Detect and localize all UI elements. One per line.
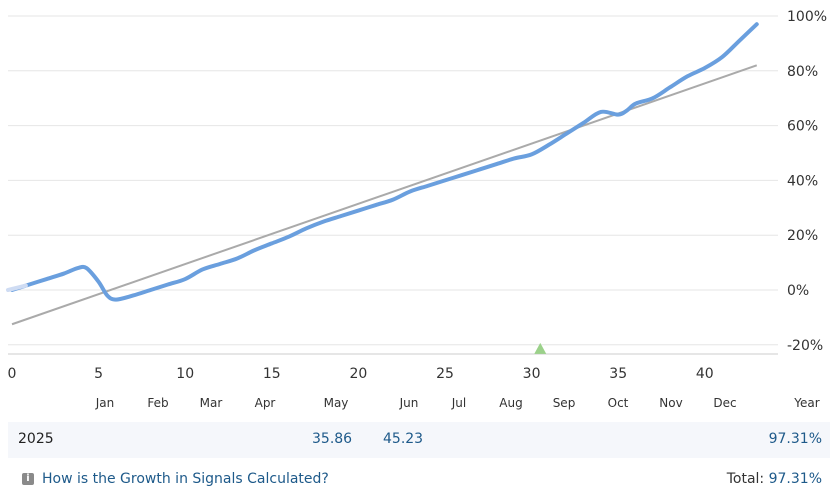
event-marker: [534, 342, 547, 354]
footer: i How is the Growth in Signals Calculate…: [8, 468, 830, 494]
month-label: Year: [793, 396, 819, 410]
trend-line: [11, 64, 758, 326]
x-axis: 0 5 10 15 20 25 30 35 40: [8, 366, 714, 382]
x-tick-label: 5: [94, 366, 103, 382]
x-tick-label: 0: [8, 366, 17, 382]
y-tick-label: 40%: [787, 173, 818, 189]
x-tick-label: 30: [523, 366, 541, 382]
month-label: Jun: [399, 396, 419, 410]
month-label: Nov: [659, 396, 682, 410]
month-label: Sep: [553, 396, 576, 410]
month-label: Dec: [713, 396, 736, 410]
year-row: 2025 35.86 45.23 97.31%: [8, 422, 830, 458]
total: Total: 97.31%: [727, 471, 822, 487]
x-tick-label: 10: [176, 366, 194, 382]
x-tick-label: 40: [696, 366, 714, 382]
month-label: May: [324, 396, 349, 410]
growth-line-start: [6, 283, 28, 292]
chart-grid: [8, 15, 778, 355]
x-tick-label: 15: [263, 366, 281, 382]
month-label: Feb: [147, 396, 168, 410]
info-icon: i: [22, 473, 34, 485]
y-tick-label: 60%: [787, 119, 818, 135]
year-label: 2025: [18, 431, 54, 447]
y-axis: 100% 80% 60% 40% 20% 0% -20%: [787, 9, 827, 354]
month-label: Apr: [255, 396, 276, 410]
growth-chart: 0 5 10 15 20 25 30 35 40 100%80%60%40%20%0%-20% …: [6, 9, 827, 410]
month-label: Aug: [499, 396, 522, 410]
jun-value: 45.23: [383, 431, 424, 447]
month-labels: Jan Feb Mar Apr May Jun Jul Aug Sep Oct Nov Dec Year: [95, 396, 820, 410]
y-tick-label: 0%: [787, 283, 809, 299]
y-tick-label: 100%: [787, 9, 827, 25]
growth-line: [10, 22, 759, 302]
month-label: Jan: [95, 396, 115, 410]
total-value: 97.31%: [768, 471, 822, 487]
growth-help-link[interactable]: How is the Growth in Signals Calculated?: [42, 471, 329, 487]
month-label: Mar: [200, 396, 223, 410]
may-value: 35.86: [312, 431, 353, 447]
y-tick-label: 80%: [787, 64, 818, 80]
y-tick-label: 20%: [787, 228, 818, 244]
y-tick-label: -20%: [787, 338, 823, 354]
x-tick-label: 35: [609, 366, 627, 382]
x-tick-label: 20: [349, 366, 367, 382]
total-label: Total:: [726, 471, 765, 487]
year-total-value: 97.31%: [768, 431, 822, 447]
x-tick-label: 25: [436, 366, 454, 382]
month-label: Oct: [608, 396, 629, 410]
month-label: Jul: [451, 396, 466, 410]
chart-series: [6, 22, 759, 354]
